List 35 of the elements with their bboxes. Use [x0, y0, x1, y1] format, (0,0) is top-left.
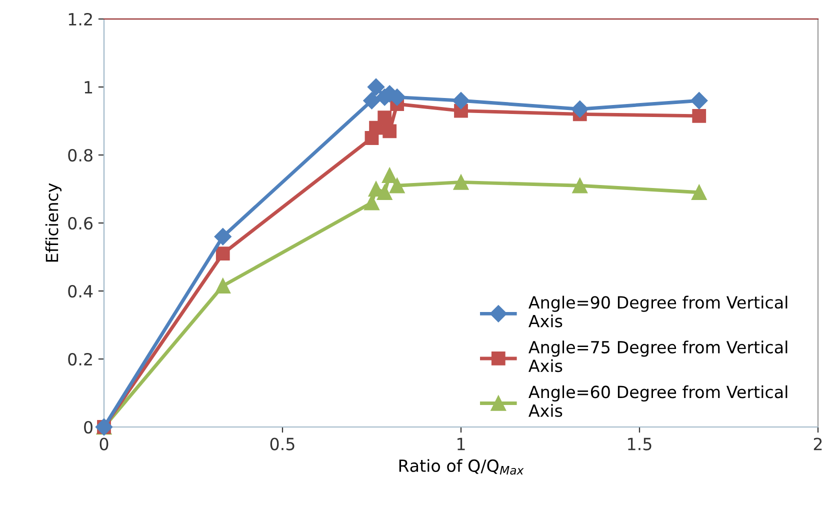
x-tick-label: 0.5 [270, 438, 294, 450]
point [216, 246, 230, 261]
y-tick-label: 0.4 [68, 284, 93, 298]
point [214, 228, 232, 246]
point [572, 178, 588, 194]
point [382, 168, 398, 184]
point [453, 174, 469, 190]
y-tick-label: 1.2 [68, 12, 92, 26]
y-tick-label: 0 [84, 420, 92, 434]
point [364, 194, 380, 210]
y-tick-label: 0.6 [68, 216, 93, 230]
point [389, 178, 405, 194]
point [367, 78, 385, 96]
legend-label: Angle=75 Degree from Vertical Axis [528, 340, 788, 372]
y-tick-label: 1 [84, 81, 92, 94]
point [382, 124, 397, 138]
point [691, 184, 707, 200]
point [215, 278, 231, 294]
point [378, 110, 392, 125]
point [452, 92, 470, 110]
point [363, 92, 380, 110]
legend-label: Angle=60 Degree from Vertical Axis [528, 385, 788, 417]
legend-label: Angle=90 Degree from Vertical Axis [528, 296, 788, 328]
x-axis-title: Ratio of Q/Q$_{Max}$ [399, 459, 524, 475]
point [690, 92, 708, 110]
point [692, 108, 706, 123]
y-tick-label: 0.2 [68, 352, 92, 366]
x-tick-label: 1 [458, 438, 465, 450]
point [376, 184, 392, 200]
y-axis-title: Efficiency [45, 183, 62, 262]
x-tick-label: 2 [814, 438, 822, 450]
point [571, 100, 588, 118]
x-tick-label: 0 [100, 438, 108, 450]
x-tick-label: 1.5 [628, 438, 652, 450]
y-tick-label: 0.8 [68, 148, 92, 162]
